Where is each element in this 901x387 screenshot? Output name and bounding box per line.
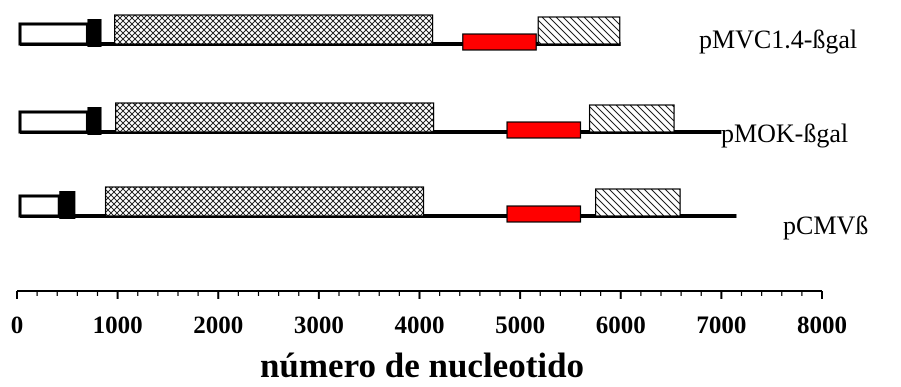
x-axis: 0 1000 2000 3000 4000 5000 6000 7000 8000 (11, 290, 847, 339)
open-box-segment (18, 194, 61, 218)
x-tick-label: 0 (11, 312, 24, 339)
plasmid-name-label: pCMVß (783, 211, 868, 240)
diagonal-hatch-box-segment (588, 104, 675, 133)
x-tick-label: 3000 (294, 312, 344, 339)
x-tick-label: 8000 (797, 312, 847, 339)
x-tick-label: 6000 (596, 312, 646, 339)
x-axis-title: número de nucleotido (260, 346, 584, 385)
crosshatch-box-segment (104, 186, 425, 217)
x-axis-tick-labels: 0 1000 2000 3000 4000 5000 6000 7000 8000 (11, 312, 847, 339)
crosshatch-box-segment (114, 14, 434, 45)
crosshatch-box-segment (115, 102, 435, 133)
diagonal-hatch-box-segment (594, 188, 681, 217)
x-tick-label: 4000 (395, 312, 445, 339)
diagonal-hatch-box-segment (537, 16, 621, 45)
plasmid-rows: pMVC1.4-ßgal pMOK-ßgal pCMVß (18, 14, 868, 240)
black-block-segment (87, 107, 102, 135)
x-tick-label: 1000 (93, 312, 143, 339)
x-axis-ticks (16, 291, 823, 299)
red-bar-segment (506, 205, 582, 223)
red-bar-segment (462, 33, 537, 51)
black-block-segment (87, 19, 102, 47)
plasmid-row: pMOK-ßgal (18, 102, 848, 148)
plasmid-row: pCMVß (18, 186, 868, 240)
open-box-segment (18, 22, 89, 46)
x-tick-label: 5000 (495, 312, 545, 339)
x-tick-label: 2000 (193, 312, 243, 339)
black-block-segment (59, 191, 76, 219)
open-box-segment (18, 110, 89, 134)
red-bar-segment (506, 121, 582, 139)
plasmid-name-label: pMOK-ßgal (721, 119, 848, 148)
x-tick-label: 7000 (696, 312, 746, 339)
plasmid-name-label: pMVC1.4-ßgal (699, 25, 857, 54)
plasmid-row: pMVC1.4-ßgal (18, 14, 857, 54)
